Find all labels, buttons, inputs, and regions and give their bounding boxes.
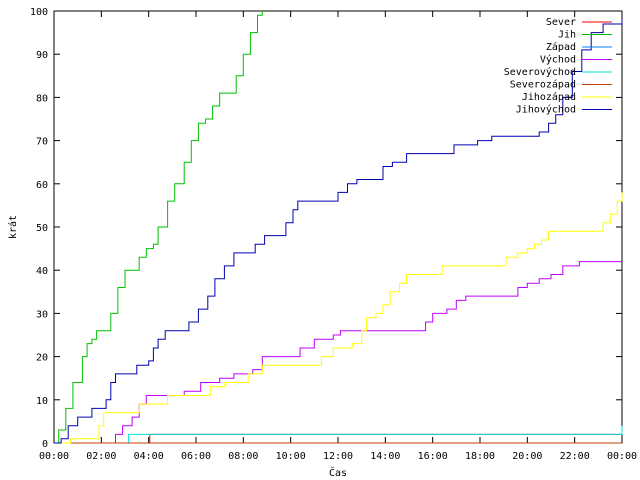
y-tick-label: 40	[36, 266, 48, 277]
x-tick-label: 20:00	[512, 451, 542, 462]
series-line-jihozapad	[54, 192, 623, 444]
legend-label-jihozapad: Jihozápad	[522, 91, 576, 103]
x-tick-label: 22:00	[560, 451, 590, 462]
y-tick-label: 100	[30, 7, 48, 18]
legend-label-zapad: Západ	[546, 41, 576, 53]
x-tick-label: 08:00	[228, 451, 258, 462]
legend: Sever JihZápadVýchodSeverovýchodSeverozáp…	[504, 17, 612, 116]
y-tick-label: 10	[36, 396, 48, 407]
x-tick-label: 02:00	[86, 451, 116, 462]
y-tick-label: 30	[36, 309, 48, 320]
x-tick-label: 16:00	[418, 451, 448, 462]
legend-label-jih: Jih	[558, 30, 576, 41]
legend-label-severozapad: Severozápad	[510, 79, 576, 91]
y-tick-label: 70	[36, 137, 48, 148]
x-tick-label: 10:00	[276, 451, 306, 462]
x-tick-label: 06:00	[181, 451, 211, 462]
x-tick-label: 14:00	[370, 451, 400, 462]
legend-label-vychod: Východ	[540, 54, 576, 66]
legend-label-sever: Sever	[546, 17, 576, 28]
series-lines	[54, 11, 623, 444]
y-tick-label: 60	[36, 180, 48, 191]
x-axis-label: Čas	[329, 466, 347, 479]
legend-label-jihovychod: Jihovýchod	[516, 104, 576, 116]
y-tick-label: 50	[36, 223, 48, 234]
x-tick-label: 12:00	[323, 451, 353, 462]
x-tick-label: 00:00	[607, 451, 637, 462]
y-tick-label: 0	[42, 439, 48, 450]
x-axis-ticks: 00:00 02:00 04:00 06:00 08:00 10:00 12:00 14:00…	[39, 11, 637, 462]
y-tick-label: 90	[36, 50, 48, 61]
x-tick-label: 18:00	[465, 451, 495, 462]
series-line-jih	[54, 11, 263, 444]
y-axis-label: krát	[7, 215, 19, 239]
x-tick-label: 04:00	[134, 451, 164, 462]
legend-label-severovychod: Severovýchod	[504, 66, 576, 78]
y-tick-label: 80	[36, 93, 48, 104]
y-tick-label: 20	[36, 353, 48, 364]
x-tick-label: 00:00	[39, 451, 69, 462]
series-line-vychod	[54, 261, 622, 444]
y-axis-ticks: 0 10 20 30 40 50 60 70 80 90 100	[30, 7, 622, 450]
series-line-jihovychod	[54, 19, 623, 444]
